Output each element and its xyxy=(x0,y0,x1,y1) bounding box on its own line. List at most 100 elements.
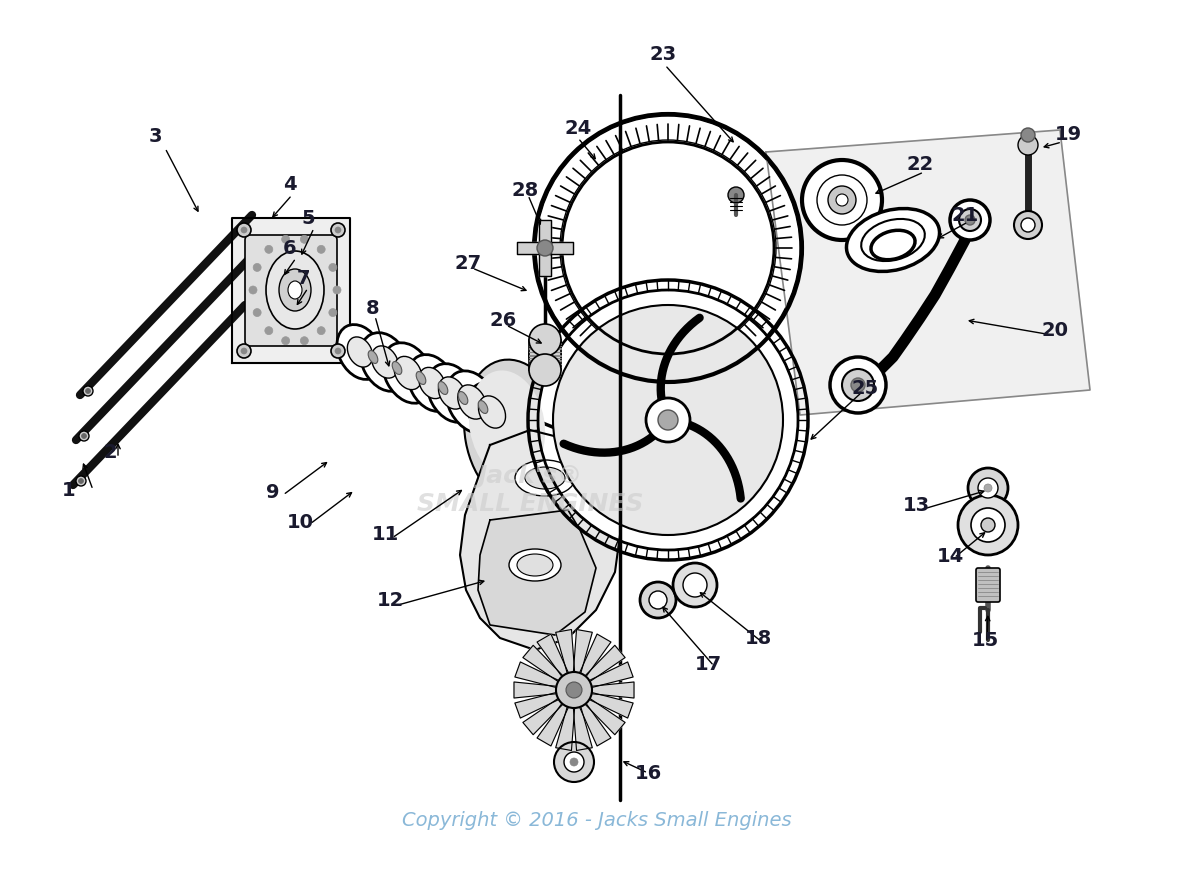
Ellipse shape xyxy=(279,269,310,311)
Ellipse shape xyxy=(479,396,505,428)
Circle shape xyxy=(236,344,251,358)
Circle shape xyxy=(566,682,581,698)
Polygon shape xyxy=(232,218,350,363)
Ellipse shape xyxy=(847,209,940,272)
Polygon shape xyxy=(580,694,626,734)
Ellipse shape xyxy=(347,337,373,367)
Circle shape xyxy=(958,495,1018,555)
Circle shape xyxy=(86,389,91,393)
Circle shape xyxy=(560,140,776,356)
Circle shape xyxy=(950,200,990,240)
Text: 8: 8 xyxy=(367,298,380,318)
Ellipse shape xyxy=(478,400,488,414)
Text: 21: 21 xyxy=(952,205,979,225)
Circle shape xyxy=(728,187,744,203)
Text: 24: 24 xyxy=(565,118,591,138)
Circle shape xyxy=(265,327,272,335)
Ellipse shape xyxy=(266,251,324,329)
Polygon shape xyxy=(573,700,592,750)
Ellipse shape xyxy=(408,354,456,411)
Ellipse shape xyxy=(438,377,466,409)
Circle shape xyxy=(570,758,578,766)
Ellipse shape xyxy=(438,382,448,394)
Polygon shape xyxy=(580,646,626,686)
Circle shape xyxy=(965,215,975,225)
Circle shape xyxy=(328,264,337,272)
Ellipse shape xyxy=(394,356,421,390)
Circle shape xyxy=(331,223,345,237)
Ellipse shape xyxy=(515,460,576,496)
Ellipse shape xyxy=(467,383,517,441)
Ellipse shape xyxy=(427,364,476,423)
Circle shape xyxy=(978,478,998,498)
Polygon shape xyxy=(478,510,596,635)
Text: 9: 9 xyxy=(266,482,279,502)
Circle shape xyxy=(250,286,257,294)
Text: 18: 18 xyxy=(744,629,771,647)
Circle shape xyxy=(336,227,341,233)
Circle shape xyxy=(529,339,561,371)
Ellipse shape xyxy=(368,351,377,363)
Polygon shape xyxy=(583,691,633,718)
Circle shape xyxy=(968,468,1008,508)
Circle shape xyxy=(817,175,867,225)
Circle shape xyxy=(79,431,90,441)
Polygon shape xyxy=(515,662,566,689)
Circle shape xyxy=(1021,128,1035,142)
Text: 2: 2 xyxy=(103,442,117,462)
Circle shape xyxy=(538,290,798,550)
Ellipse shape xyxy=(288,281,302,299)
Text: 28: 28 xyxy=(511,180,538,200)
Text: 13: 13 xyxy=(903,496,930,514)
Circle shape xyxy=(253,264,261,272)
Text: 6: 6 xyxy=(283,239,297,258)
Circle shape xyxy=(529,354,561,386)
Polygon shape xyxy=(460,430,622,650)
Polygon shape xyxy=(537,634,572,683)
Circle shape xyxy=(830,357,886,413)
Circle shape xyxy=(336,348,341,354)
Circle shape xyxy=(650,591,667,609)
Text: 7: 7 xyxy=(297,268,310,288)
Text: 14: 14 xyxy=(936,546,964,566)
Ellipse shape xyxy=(861,219,925,261)
Polygon shape xyxy=(513,682,564,698)
FancyBboxPatch shape xyxy=(975,568,1001,602)
Polygon shape xyxy=(577,634,611,683)
Ellipse shape xyxy=(371,345,399,378)
Text: 22: 22 xyxy=(906,155,934,175)
Circle shape xyxy=(536,116,800,380)
Circle shape xyxy=(683,573,707,597)
Ellipse shape xyxy=(361,333,410,392)
Circle shape xyxy=(236,223,251,237)
Text: 26: 26 xyxy=(490,311,517,329)
Polygon shape xyxy=(537,697,572,746)
Polygon shape xyxy=(583,662,633,689)
Ellipse shape xyxy=(337,324,383,379)
Circle shape xyxy=(646,398,690,442)
Polygon shape xyxy=(555,700,576,750)
Circle shape xyxy=(640,582,676,618)
Ellipse shape xyxy=(383,343,433,403)
Polygon shape xyxy=(523,694,568,734)
Ellipse shape xyxy=(870,230,915,259)
FancyBboxPatch shape xyxy=(245,235,337,346)
Circle shape xyxy=(333,286,341,294)
Text: 25: 25 xyxy=(851,378,879,398)
Polygon shape xyxy=(584,682,634,698)
Ellipse shape xyxy=(525,467,565,489)
Circle shape xyxy=(318,245,325,253)
Circle shape xyxy=(318,327,325,335)
Text: 3: 3 xyxy=(148,128,161,147)
Ellipse shape xyxy=(447,371,498,433)
Polygon shape xyxy=(767,130,1090,415)
Text: 1: 1 xyxy=(62,480,75,500)
Circle shape xyxy=(253,308,261,316)
Text: 4: 4 xyxy=(283,176,297,194)
Text: 16: 16 xyxy=(634,764,661,782)
Circle shape xyxy=(328,308,337,316)
Text: 19: 19 xyxy=(1054,125,1082,145)
Circle shape xyxy=(1018,135,1038,155)
Polygon shape xyxy=(538,253,550,276)
Text: 27: 27 xyxy=(455,253,481,273)
